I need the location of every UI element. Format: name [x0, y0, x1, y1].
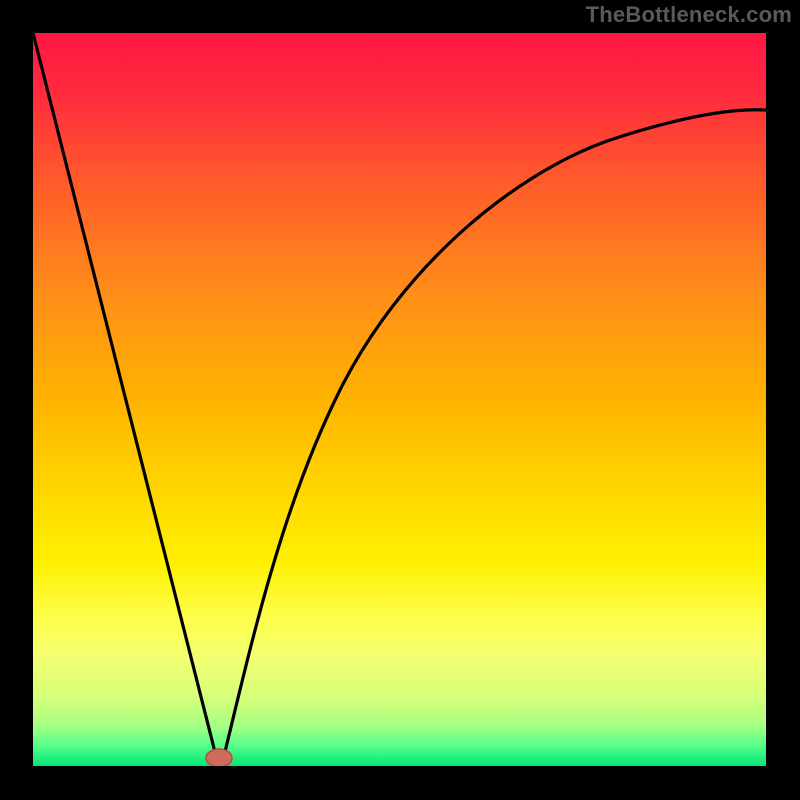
- plot-background-gradient: [33, 33, 766, 766]
- watermark-text: TheBottleneck.com: [586, 2, 792, 28]
- bottleneck-chart: [0, 0, 800, 800]
- optimum-marker: [206, 749, 232, 767]
- chart-stage: TheBottleneck.com: [0, 0, 800, 800]
